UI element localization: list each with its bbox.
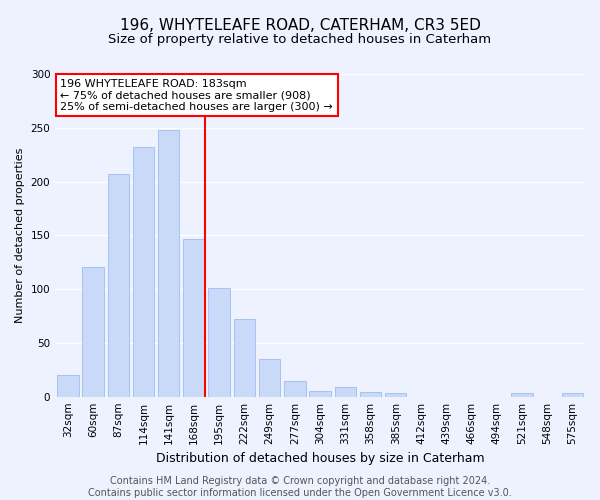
Bar — [284, 380, 305, 396]
Bar — [360, 392, 381, 396]
Bar — [158, 130, 179, 396]
Bar — [562, 394, 583, 396]
Text: Contains HM Land Registry data © Crown copyright and database right 2024.
Contai: Contains HM Land Registry data © Crown c… — [88, 476, 512, 498]
Bar — [133, 147, 154, 396]
Bar — [233, 319, 255, 396]
Bar — [208, 288, 230, 397]
Bar — [335, 387, 356, 396]
Text: 196 WHYTELEAFE ROAD: 183sqm
← 75% of detached houses are smaller (908)
25% of se: 196 WHYTELEAFE ROAD: 183sqm ← 75% of det… — [61, 79, 333, 112]
Bar — [107, 174, 129, 396]
Bar — [183, 238, 205, 396]
Bar — [57, 375, 79, 396]
Text: Size of property relative to detached houses in Caterham: Size of property relative to detached ho… — [109, 32, 491, 46]
Bar — [385, 394, 406, 396]
Bar — [259, 359, 280, 397]
Text: 196, WHYTELEAFE ROAD, CATERHAM, CR3 5ED: 196, WHYTELEAFE ROAD, CATERHAM, CR3 5ED — [119, 18, 481, 32]
X-axis label: Distribution of detached houses by size in Caterham: Distribution of detached houses by size … — [156, 452, 484, 465]
Bar — [511, 394, 533, 396]
Bar — [82, 266, 104, 396]
Y-axis label: Number of detached properties: Number of detached properties — [15, 148, 25, 323]
Bar — [310, 392, 331, 396]
